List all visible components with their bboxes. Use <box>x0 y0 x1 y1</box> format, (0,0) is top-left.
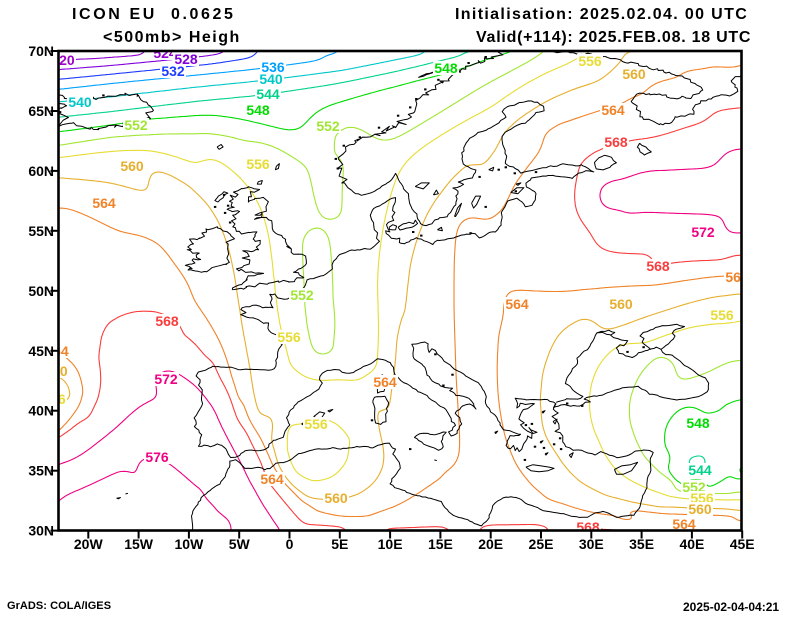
svg-text:30N: 30N <box>28 523 54 539</box>
svg-text:572: 572 <box>691 224 715 240</box>
svg-text:556: 556 <box>304 416 328 432</box>
svg-text:548: 548 <box>434 60 458 76</box>
svg-text:65N: 65N <box>28 103 54 119</box>
svg-text:20W: 20W <box>74 536 104 552</box>
svg-text:524: 524 <box>153 45 177 61</box>
svg-text:544: 544 <box>256 86 280 102</box>
svg-text:568: 568 <box>604 134 628 150</box>
svg-text:0: 0 <box>286 536 294 552</box>
svg-text:568: 568 <box>646 258 670 274</box>
svg-text:564: 564 <box>92 195 116 211</box>
svg-text:560: 560 <box>609 296 633 312</box>
svg-text:560: 560 <box>622 66 646 82</box>
svg-text:25E: 25E <box>529 536 554 552</box>
svg-text:568: 568 <box>576 519 600 535</box>
svg-text:5E: 5E <box>331 536 348 552</box>
svg-text:560: 560 <box>324 490 348 506</box>
svg-text:45E: 45E <box>730 536 755 552</box>
svg-text:564: 564 <box>672 516 696 532</box>
svg-text:528: 528 <box>174 51 198 67</box>
svg-text:564: 564 <box>260 471 284 487</box>
svg-text:564: 564 <box>505 296 529 312</box>
svg-text:532: 532 <box>161 63 185 79</box>
svg-text:556: 556 <box>578 53 602 69</box>
svg-text:568: 568 <box>155 313 179 329</box>
svg-text:15W: 15W <box>124 536 154 552</box>
svg-text:576: 576 <box>145 449 169 465</box>
svg-text:564: 564 <box>45 343 69 359</box>
svg-text:536: 536 <box>261 59 285 75</box>
svg-text:40N: 40N <box>28 403 54 419</box>
svg-text:556: 556 <box>277 329 301 345</box>
svg-text:30E: 30E <box>579 536 604 552</box>
svg-text:70N: 70N <box>28 43 54 59</box>
svg-text:15E: 15E <box>428 536 453 552</box>
svg-text:10E: 10E <box>378 536 403 552</box>
svg-text:564: 564 <box>601 102 625 118</box>
svg-text:45N: 45N <box>28 343 54 359</box>
svg-text:560: 560 <box>688 501 712 517</box>
svg-text:564: 564 <box>725 269 749 285</box>
svg-text:50N: 50N <box>28 283 54 299</box>
svg-text:40E: 40E <box>679 536 704 552</box>
svg-text:556: 556 <box>710 307 734 323</box>
svg-text:548: 548 <box>246 102 270 118</box>
svg-text:552: 552 <box>290 287 314 303</box>
svg-text:556: 556 <box>42 391 66 407</box>
svg-text:572: 572 <box>154 371 178 387</box>
svg-text:5W: 5W <box>229 536 251 552</box>
svg-text:544: 544 <box>688 462 712 478</box>
svg-text:540: 540 <box>68 94 92 110</box>
svg-text:552: 552 <box>316 118 340 134</box>
svg-text:564: 564 <box>373 374 397 390</box>
svg-text:10W: 10W <box>175 536 205 552</box>
svg-text:556: 556 <box>246 156 270 172</box>
svg-text:20E: 20E <box>478 536 503 552</box>
svg-text:560: 560 <box>120 158 144 174</box>
svg-text:552: 552 <box>124 117 148 133</box>
svg-text:35E: 35E <box>629 536 654 552</box>
svg-text:560: 560 <box>44 363 68 379</box>
svg-text:35N: 35N <box>28 463 54 479</box>
svg-text:548: 548 <box>686 415 710 431</box>
svg-text:540: 540 <box>259 71 283 87</box>
svg-text:520: 520 <box>51 52 75 68</box>
svg-text:55N: 55N <box>28 223 54 239</box>
svg-text:60N: 60N <box>28 163 54 179</box>
